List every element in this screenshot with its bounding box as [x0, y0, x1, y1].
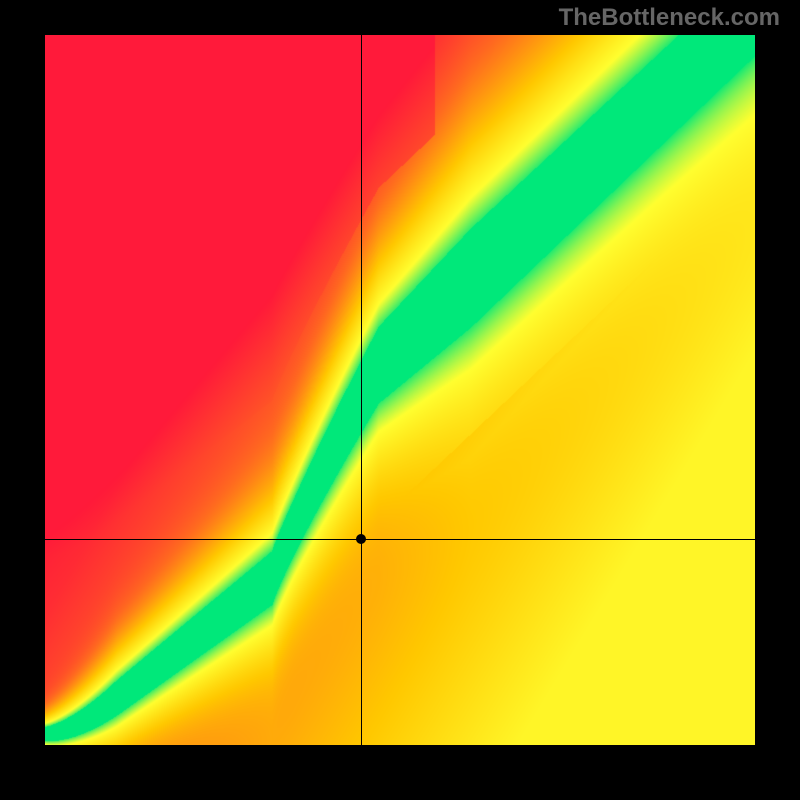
crosshair-marker	[356, 534, 366, 544]
heatmap-canvas	[45, 35, 755, 745]
watermark-text: TheBottleneck.com	[559, 4, 780, 32]
heatmap-plot	[45, 35, 755, 745]
chart-container: TheBottleneck.com	[0, 0, 800, 800]
